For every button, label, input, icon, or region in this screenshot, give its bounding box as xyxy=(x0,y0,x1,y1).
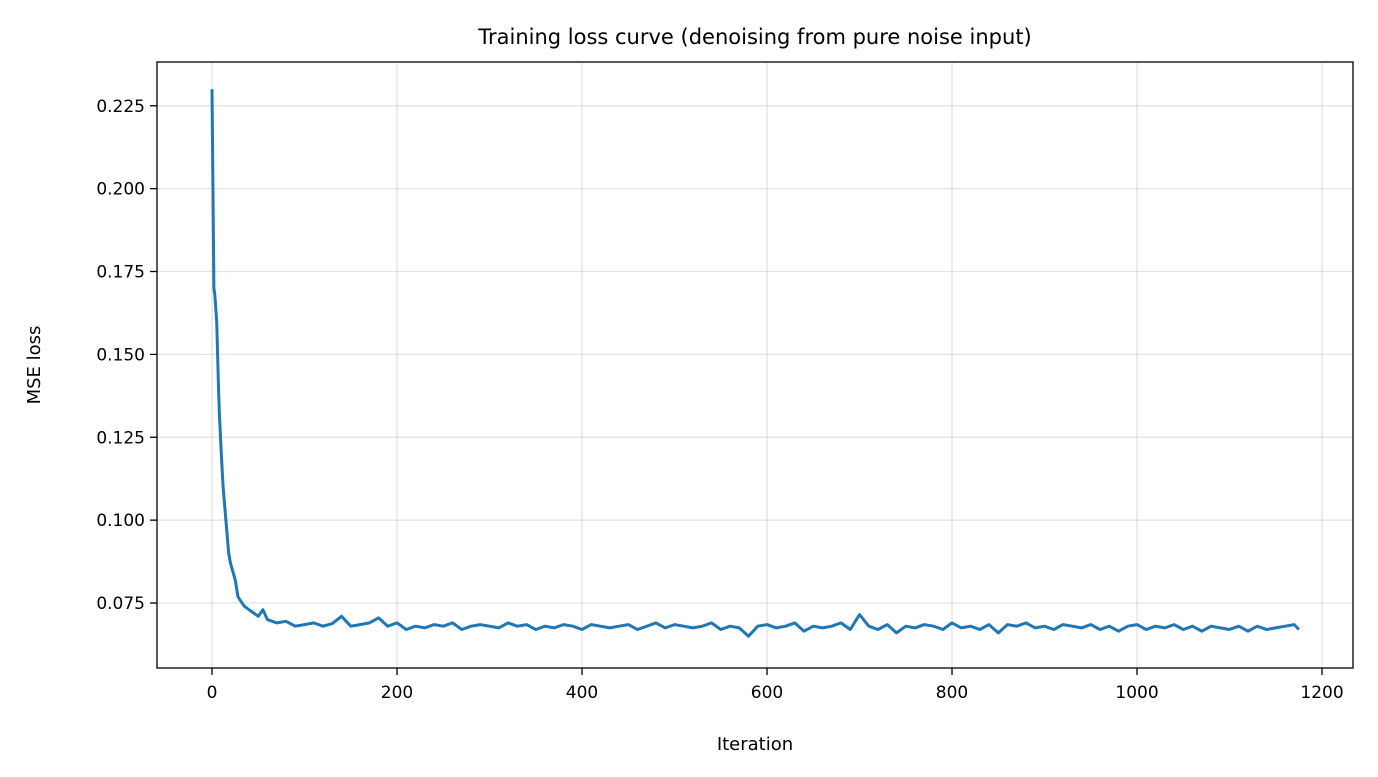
x-tick-label: 1200 xyxy=(1300,683,1343,703)
loss-series-line xyxy=(210,89,1300,638)
x-axis-label: Iteration xyxy=(717,734,793,755)
plot-frame xyxy=(156,61,1354,669)
y-tick-label: 0.075 xyxy=(96,594,145,614)
x-tick-label: 600 xyxy=(751,683,783,703)
y-tick-label: 0.150 xyxy=(96,345,145,365)
y-tick-label: 0.125 xyxy=(96,428,145,448)
y-axis-label: MSE loss xyxy=(24,326,45,405)
x-tick-label: 200 xyxy=(381,683,413,703)
grid xyxy=(157,62,1353,668)
ticks: 0 200 400 600 800 1000 1200 0.075 0.100 0.125 0.15… xyxy=(96,97,1343,703)
chart-title: Training loss curve (denoising from pure… xyxy=(477,25,1032,49)
y-tick-label: 0.200 xyxy=(96,180,145,200)
y-tick-label: 0.225 xyxy=(96,97,145,117)
x-tick-label: 800 xyxy=(936,683,968,703)
y-tick-label: 0.100 xyxy=(96,511,145,531)
x-tick-label: 0 xyxy=(207,683,218,703)
x-tick-label: 1000 xyxy=(1115,683,1158,703)
x-tick-label: 400 xyxy=(566,683,598,703)
y-tick-label: 0.175 xyxy=(96,263,145,283)
